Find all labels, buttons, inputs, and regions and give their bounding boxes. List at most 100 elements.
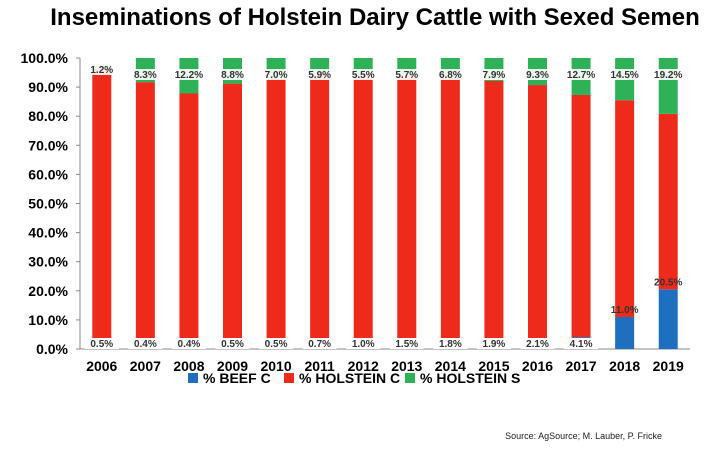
y-tick-label: 0.0%: [36, 341, 68, 357]
data-label-holstein-s: 12.2%: [175, 70, 203, 81]
legend-swatch: [188, 373, 198, 383]
legend-swatch: [405, 373, 415, 383]
y-tick-label: 20.0%: [28, 283, 68, 299]
bar-segment-holstein-c: [353, 74, 373, 347]
bar-segment-holstein-c: [223, 83, 242, 348]
bar-segment-holstein-c: [92, 67, 112, 348]
chart-title: Inseminations of Holstein Dairy Cattle w…: [50, 4, 700, 31]
data-label-holstein-s: 6.8%: [439, 70, 462, 81]
data-label-beef-c: 4.1%: [570, 339, 593, 350]
y-tick-label: 100.0%: [21, 50, 69, 66]
x-tick-label: 2017: [565, 358, 596, 374]
data-label-backing: [215, 338, 250, 349]
data-label-holstein-s: 5.9%: [308, 70, 331, 81]
data-label-beef-c: 0.5%: [90, 339, 113, 350]
data-label-beef-c: 2.1%: [526, 339, 549, 350]
bar-segment-holstein-c: [266, 78, 286, 348]
data-label-beef-c: 0.4%: [134, 339, 157, 350]
data-label-beef-c: 0.7%: [308, 339, 331, 350]
legend-label: % HOLSTEIN C: [299, 370, 400, 386]
source-note: Source: AgSource; M. Lauber, P. Fricke: [505, 431, 662, 441]
data-label-backing: [607, 69, 642, 80]
data-label-holstein-s: 7.9%: [483, 70, 506, 81]
data-label-beef-c: 0.5%: [221, 339, 244, 350]
data-label-holstein-s: 19.2%: [654, 70, 682, 81]
data-label-backing: [651, 69, 686, 80]
bar-segment-holstein-c: [658, 113, 678, 290]
x-tick-label: 2014: [435, 358, 466, 374]
data-label-backing: [259, 338, 294, 349]
x-tick-label: 2007: [130, 358, 161, 374]
data-label-backing: [564, 338, 599, 349]
bar-segment-holstein-c: [571, 94, 591, 338]
data-label-backing: [520, 69, 555, 80]
y-tick-label: 90.0%: [28, 79, 68, 95]
x-tick-label: 2018: [609, 358, 640, 374]
data-label-backing: [302, 69, 337, 80]
data-label-holstein-s: 7.0%: [265, 70, 288, 81]
data-label-holstein-s: 5.7%: [395, 70, 418, 81]
x-tick-label: 2006: [86, 358, 117, 374]
data-label-backing: [171, 338, 206, 349]
data-label-backing: [171, 69, 206, 80]
legend-label: % BEEF C: [203, 370, 271, 386]
y-tick-label: 70.0%: [28, 137, 68, 153]
data-label-beef-c: 20.5%: [654, 277, 682, 288]
bar-segment-beef-c: [615, 316, 635, 349]
data-label-holstein-s: 8.8%: [221, 70, 244, 81]
data-label-beef-c: 1.9%: [483, 339, 506, 350]
legend-label: % HOLSTEIN S: [420, 370, 520, 386]
x-tick-label: 2008: [173, 358, 204, 374]
x-tick-label: 2009: [217, 358, 248, 374]
data-label-holstein-s: 5.5%: [352, 70, 375, 81]
bar-segment-holstein-s: [658, 58, 678, 114]
x-tick-label: 2016: [522, 358, 553, 374]
bar-layer: [92, 58, 678, 349]
data-label-backing: [302, 338, 337, 349]
data-label-backing: [128, 69, 163, 80]
x-tick-label: 2012: [348, 358, 379, 374]
data-label-layer: 0.5% 1.2% 0.4% 8.3% 0.4% 12.2% 0.5% 8.8% 0.5% 7.0…: [84, 64, 686, 350]
x-tick-label: 2015: [478, 358, 509, 374]
data-label-backing: [389, 338, 424, 349]
legend: % BEEF C % HOLSTEIN C % HOLSTEIN S: [188, 370, 520, 386]
y-tick-label: 80.0%: [28, 108, 68, 124]
bar-segment-holstein-c: [179, 93, 199, 348]
data-label-holstein-s: 12.7%: [567, 70, 595, 81]
data-label-backing: [564, 69, 599, 80]
x-tick-label: 2010: [260, 358, 291, 374]
data-label-backing: [259, 69, 294, 80]
data-label-backing: [476, 338, 511, 349]
data-label-beef-c: 0.4%: [178, 339, 201, 350]
data-label-backing: [476, 69, 511, 80]
data-label-holstein-s: 14.5%: [610, 70, 638, 81]
y-tick-label: 30.0%: [28, 254, 68, 270]
data-label-backing: [346, 338, 381, 349]
data-label-beef-c: 1.5%: [395, 339, 418, 350]
x-tick-label: 2011: [304, 358, 335, 374]
axis-layer: 0.0% 10.0% 20.0% 30.0% 40.0% 50.0% 60.0% 70.0% 8…: [21, 50, 690, 374]
y-tick-label: 50.0%: [28, 196, 68, 212]
data-label-backing: [128, 338, 163, 349]
bar-segment-holstein-c: [135, 82, 155, 348]
data-label-backing: [346, 69, 381, 80]
data-label-holstein-s: 9.3%: [526, 70, 549, 81]
bar-segment-beef-c: [658, 289, 678, 349]
bar-segment-holstein-c: [528, 85, 547, 343]
data-label-backing: [215, 69, 250, 80]
data-label-beef-c: 11.0%: [611, 305, 639, 316]
bar-segment-holstein-c: [615, 100, 635, 317]
bar-segment-holstein-c: [397, 74, 417, 345]
data-label-holstein-s: 8.3%: [134, 70, 157, 81]
y-tick-label: 40.0%: [28, 225, 68, 241]
data-label-backing: [433, 338, 468, 349]
y-tick-label: 60.0%: [28, 166, 68, 182]
x-tick-label: 2013: [391, 358, 422, 374]
data-label-backing: [389, 69, 424, 80]
data-label-holstein-s: 1.2%: [90, 65, 113, 76]
x-tick-label: 2019: [653, 358, 684, 374]
data-label-backing: [433, 69, 468, 80]
data-label-backing: [84, 338, 119, 349]
data-label-backing: [84, 64, 119, 75]
